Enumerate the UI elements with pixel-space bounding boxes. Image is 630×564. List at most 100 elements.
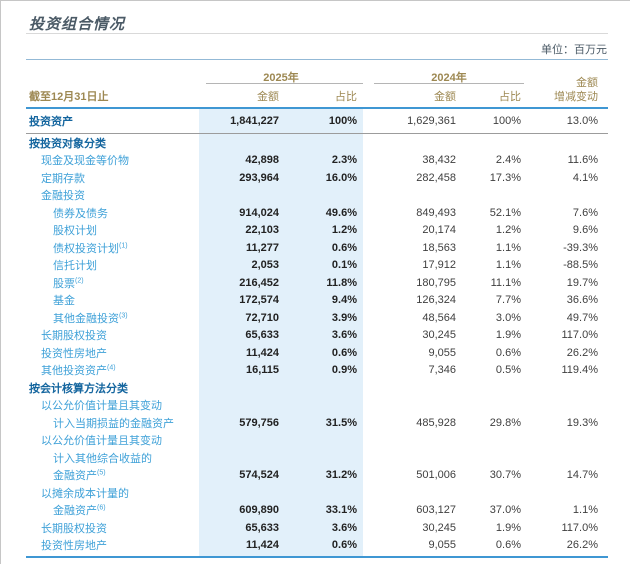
row-label: 计入其他综合收益的 <box>53 452 152 465</box>
change-value: 117.0% <box>561 521 599 534</box>
change-value: 4.1% <box>572 171 598 184</box>
amount-2024: 126,324 <box>416 294 456 307</box>
share-2025: 9.4% <box>331 294 357 307</box>
table-row: 投资性房地产 11,424 0.6% 9,055 0.6% 26.2% <box>26 344 608 362</box>
share-2025: 0.6% <box>331 241 357 254</box>
table-row: 以公允价值计量且其变动 <box>26 397 608 415</box>
change-value: 36.6% <box>566 294 598 307</box>
row-label: 股权计划 <box>53 225 97 238</box>
header-rule <box>26 107 608 109</box>
amount-2024: 38,432 <box>422 154 456 167</box>
change-value: 26.2% <box>566 346 598 359</box>
table-row: 基金 172,574 9.4% 126,324 7.7% 36.6% <box>26 292 608 310</box>
amount-2025: 11,277 <box>245 241 279 254</box>
row-label: 金融资产(6) <box>53 504 106 518</box>
amount-2024: 20,174 <box>422 224 456 237</box>
amount-2025: 11,424 <box>245 346 279 359</box>
table-row: 长期股权投资 65,633 3.6% 30,245 1.9% 117.0% <box>26 327 608 345</box>
share-2024: 100% <box>492 115 521 127</box>
share-2024: 30.7% <box>489 469 521 482</box>
row-label: 投资性房地产 <box>41 540 107 553</box>
unit-note: 单位：百万元 <box>541 44 607 56</box>
table-row: 股票(2) 216,452 11.8% 180,795 11.1% 19.7% <box>26 274 608 292</box>
change-value: 117.0% <box>561 329 599 342</box>
footnote-ref: (4) <box>107 364 116 372</box>
share-2024: 29.8% <box>489 416 521 429</box>
table-row: 现金及现金等价物 42,898 2.3% 38,432 2.4% 11.6% <box>26 152 608 170</box>
highlight-2025-columns <box>199 109 363 556</box>
table-row: 计入当期损益的金融资产 579,756 31.5% 485,928 29.8% 19.3% <box>26 414 608 432</box>
amount-2025: 11,424 <box>245 539 279 552</box>
change-value: -39.3% <box>563 241 598 254</box>
amount-2024: 18,563 <box>422 241 456 254</box>
change-value: 11.6% <box>567 154 598 167</box>
amount-2025: 1,841,227 <box>230 115 279 127</box>
table-row: 定期存款 293,964 16.0% 282,458 17.3% 4.1% <box>26 169 608 187</box>
row-label: 按投资对象分类 <box>29 137 106 150</box>
share-2025: 0.1% <box>331 259 357 272</box>
share-2025: 0.6% <box>331 539 357 552</box>
amount-2024: 30,245 <box>422 521 456 534</box>
change-value: 1.1% <box>572 504 598 517</box>
row-label: 长期股权投资 <box>41 330 107 343</box>
row-label: 计入当期损益的金融资产 <box>53 417 174 430</box>
amount-2024: 9,055 <box>428 346 456 359</box>
row-label: 其他投资资产(4) <box>41 364 116 378</box>
share-2024: 0.6% <box>495 346 521 359</box>
table-row: 金融资产(6) 609,890 33.1% 603,127 37.0% 1.1% <box>26 502 608 520</box>
change-value: 9.6% <box>572 224 598 237</box>
row-label: 信托计划 <box>53 260 97 273</box>
share-2025: 31.5% <box>325 416 357 429</box>
share-2024: 7.7% <box>495 294 521 307</box>
amount-2025: 65,633 <box>245 521 279 534</box>
row-label: 按会计核算方法分类 <box>29 382 128 395</box>
row-label: 以公允价值计量且其变动 <box>41 435 162 448</box>
share-2025: 49.6% <box>325 206 357 219</box>
share-2024: 37.0% <box>489 504 521 517</box>
share-2024: 2.4% <box>495 154 521 167</box>
table-row: 投资资产 1,841,227 100% 1,629,361 100% 13.0% <box>26 109 608 134</box>
table-row: 计入其他综合收益的 <box>26 449 608 467</box>
amount-2025: 293,964 <box>239 171 279 184</box>
share-2025: 0.9% <box>331 364 357 377</box>
table-row: 其他投资资产(4) 16,115 0.9% 7,346 0.5% 119.4% <box>26 362 608 380</box>
table-row: 债权投资计划(1) 11,277 0.6% 18,563 1.1% -39.3% <box>26 239 608 257</box>
table-row: 以公允价值计量且其变动 <box>26 432 608 450</box>
table-row: 其他金融投资(3) 72,710 3.9% 48,564 3.0% 49.7% <box>26 309 608 327</box>
row-label: 债权投资计划(1) <box>53 242 128 255</box>
row-label: 定期存款 <box>41 172 85 185</box>
share-2024: 1.2% <box>495 224 521 237</box>
share-2025: 0.6% <box>331 346 357 359</box>
table-header-row: 截至12月31日止 金额 占比 金额 占比 增减变动 <box>26 88 608 104</box>
amount-2024: 282,458 <box>416 171 456 184</box>
amount-2025: 72,710 <box>245 311 279 324</box>
footnote-ref: (3) <box>119 312 128 320</box>
amount-2025: 216,452 <box>239 276 279 289</box>
amount-2025: 609,890 <box>239 504 279 517</box>
row-label: 股票(2) <box>53 277 84 290</box>
change-value: 119.4% <box>561 364 599 377</box>
share-2024: 11.1% <box>490 276 521 289</box>
footnote-ref: (2) <box>75 277 84 285</box>
table-row: 信托计划 2,053 0.1% 17,912 1.1% -88.5% <box>26 257 608 275</box>
change-value: -88.5% <box>563 259 598 272</box>
row-label: 基金 <box>53 295 75 308</box>
table-row: 股权计划 22,103 1.2% 20,174 1.2% 9.6% <box>26 222 608 240</box>
row-label: 投资资产 <box>29 116 73 128</box>
row-label: 以公允价值计量且其变动 <box>41 400 162 413</box>
row-header-label: 截至12月31日止 <box>29 91 109 103</box>
amount-2024: 48,564 <box>422 311 456 324</box>
share-2024: 1.1% <box>495 241 521 254</box>
amount-2025: 579,756 <box>239 416 279 429</box>
row-label: 长期股权投资 <box>41 522 107 535</box>
amount-2025: 22,103 <box>245 224 279 237</box>
footnote-ref: (1) <box>119 242 128 250</box>
table-row: 长期股权投资 65,633 3.6% 30,245 1.9% 117.0% <box>26 519 608 537</box>
column-header-change-line1: 金额 <box>576 77 598 89</box>
amount-2024: 7,346 <box>428 364 456 377</box>
bottom-rule <box>26 556 608 558</box>
change-value: 14.7% <box>566 469 598 482</box>
change-value: 26.2% <box>566 539 598 552</box>
change-value: 7.6% <box>572 206 598 219</box>
